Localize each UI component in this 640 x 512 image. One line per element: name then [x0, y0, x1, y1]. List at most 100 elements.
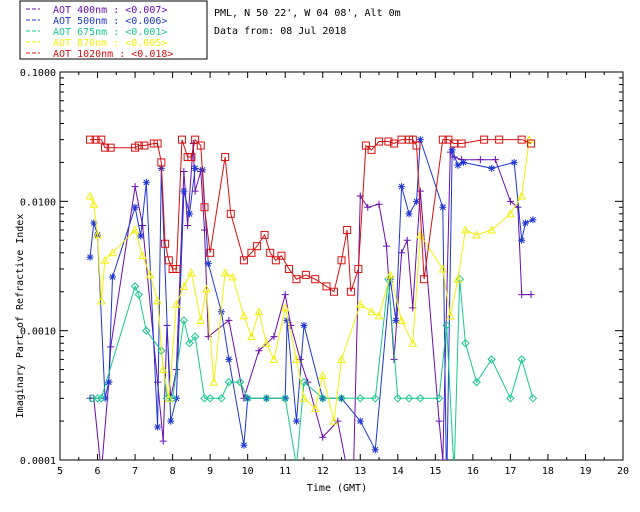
data-point: [97, 135, 106, 144]
axis-ticks: 5 6 7 8 9 10 11 12 13 14 15 16 17 18 19 20 0.0001 0.0010 0…: [20, 68, 629, 477]
data-point: [434, 394, 444, 403]
data-point: [172, 264, 181, 273]
x-tick-label: 12: [317, 466, 329, 477]
x-tick-label: 9: [207, 466, 213, 477]
data-point: [271, 256, 280, 265]
data-point: [451, 469, 458, 476]
data-point: [438, 264, 448, 273]
data-point: [510, 158, 518, 166]
data-point: [204, 260, 212, 268]
x-tick-label: 7: [132, 466, 138, 477]
data-point: [517, 135, 526, 144]
data-point: [145, 270, 155, 279]
data-point: [280, 303, 290, 312]
data-point: [225, 316, 233, 324]
x-tick-label: 16: [467, 466, 479, 477]
data-point: [299, 377, 309, 387]
data-point: [90, 219, 98, 227]
data-point: [292, 275, 301, 284]
data-point: [356, 394, 365, 403]
data-point: [487, 355, 496, 364]
legend-entry: AOT 675nm : <0.001>: [53, 27, 167, 38]
data-point: [179, 316, 189, 325]
data-point: [167, 417, 175, 425]
data-point: [86, 253, 94, 261]
data-point: [311, 275, 320, 284]
data-point: [89, 199, 99, 208]
data-point: [318, 394, 327, 403]
data-point: [139, 222, 147, 230]
data-point: [371, 394, 380, 403]
data-point: [480, 135, 489, 144]
data-point: [459, 158, 467, 166]
data-point: [196, 141, 205, 150]
data-point: [217, 394, 226, 403]
data-point: [239, 256, 248, 265]
station-info: PML, N 50 22', W 04 08', Alt 0m: [214, 8, 401, 19]
data-point: [450, 139, 459, 148]
data-point: [518, 236, 526, 244]
data-point: [164, 393, 174, 402]
data-point: [138, 251, 147, 260]
data-point: [266, 248, 275, 257]
data-point: [184, 222, 192, 230]
data-point: [491, 156, 499, 164]
data-point: [93, 394, 102, 403]
series-line: [89, 139, 534, 460]
data-point: [356, 417, 364, 425]
data-point: [506, 209, 515, 218]
data-point: [253, 242, 262, 251]
data-point: [337, 394, 346, 403]
data-point: [495, 135, 504, 144]
data-point: [220, 268, 230, 277]
data-point: [209, 377, 219, 386]
y-tick-label: 0.0010: [20, 327, 56, 338]
data-point: [86, 135, 95, 144]
data-point: [200, 203, 209, 212]
data-point: [446, 311, 455, 320]
series-4: [86, 135, 536, 296]
data-point: [528, 394, 538, 403]
data-point: [262, 338, 271, 347]
data-point: [109, 273, 117, 281]
data-point: [375, 200, 383, 208]
data-point: [517, 355, 526, 364]
data-point: [442, 321, 451, 330]
data-point: [179, 281, 189, 290]
data-point: [280, 394, 290, 403]
legend-box: [19, 0, 208, 60]
series-line: [90, 143, 531, 460]
data-point: [91, 135, 100, 144]
data-point: [319, 433, 327, 441]
data-point: [455, 274, 464, 284]
data-point: [281, 291, 289, 299]
data-point: [318, 370, 328, 380]
data-point: [398, 183, 406, 191]
data-point: [416, 187, 424, 195]
data-point: [243, 394, 252, 403]
data-point: [461, 225, 470, 234]
series-1: [86, 136, 537, 460]
x-tick-label: 17: [504, 466, 516, 477]
data-point: [130, 282, 140, 291]
data-point: [405, 210, 413, 218]
x-axis-label: Time (GMT): [307, 483, 367, 494]
data-point: [383, 242, 391, 250]
data-point: [157, 346, 166, 355]
data-point: [202, 284, 211, 293]
legend-entry: AOT 400nm : <0.007>: [53, 5, 167, 16]
data-point: [506, 394, 515, 403]
y-tick-label: 0.0100: [20, 197, 56, 208]
data-point: [416, 136, 424, 144]
data-point: [240, 441, 248, 449]
data-point: [260, 230, 269, 239]
data-point: [472, 230, 481, 239]
data-point: [527, 291, 535, 299]
x-tick-label: 19: [579, 466, 591, 477]
data-point: [322, 282, 331, 291]
x-tick-label: 5: [57, 466, 63, 477]
legend: AOT 400nm : <0.007>AOT 500nm : <0.006>AO…: [26, 5, 173, 60]
data-point: [472, 377, 481, 387]
data-point: [346, 287, 355, 296]
data-point: [140, 141, 149, 150]
